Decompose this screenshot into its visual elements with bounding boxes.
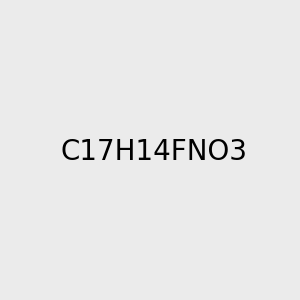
Text: C17H14FNO3: C17H14FNO3 xyxy=(60,137,247,166)
